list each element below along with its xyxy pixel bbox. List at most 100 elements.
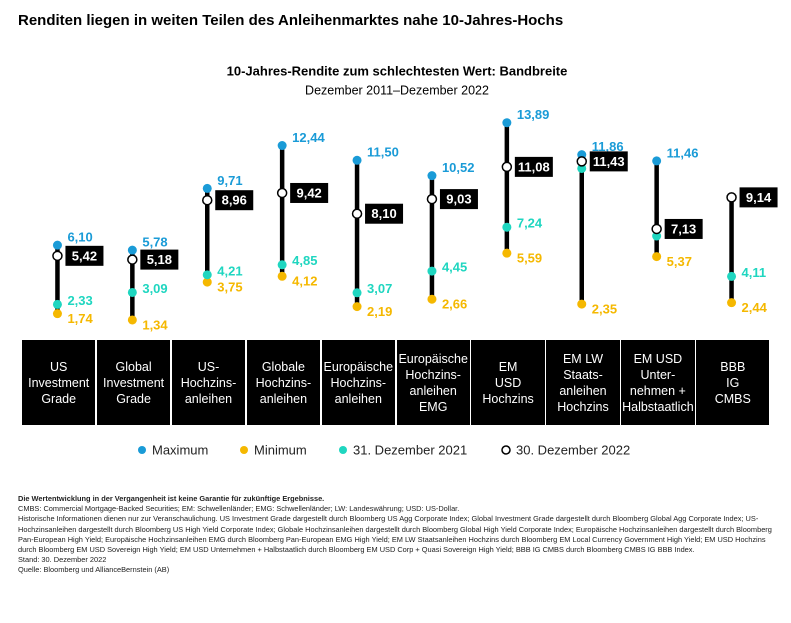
point	[651, 223, 662, 235]
point	[52, 309, 62, 319]
point	[52, 240, 62, 250]
value-label: 4,85	[292, 253, 317, 268]
label-box	[589, 151, 628, 172]
category-label: Europäische Hochzins- anleihen	[321, 340, 395, 425]
value-label: 1,74	[67, 311, 93, 326]
point	[127, 254, 138, 265]
value-label: 9,71	[217, 173, 242, 188]
point	[427, 266, 437, 276]
label-box	[514, 156, 553, 177]
value-label: 5,42	[72, 248, 97, 263]
label-box	[739, 187, 778, 208]
value-label: 13,89	[517, 107, 550, 122]
value-label: 8,96	[222, 193, 247, 208]
category-label: US- Hochzins- anleihen	[171, 340, 246, 425]
point	[202, 277, 212, 287]
category-label: Europäische Hochzins- anleihen EMG	[396, 340, 470, 425]
label-box	[215, 190, 254, 211]
point	[351, 208, 363, 219]
label-box	[664, 218, 703, 239]
value-label: 9,14	[746, 190, 772, 205]
point	[652, 156, 662, 166]
point	[576, 156, 587, 167]
point	[127, 287, 137, 297]
category-label: EM USD Hochzins	[471, 340, 545, 425]
value-label: 3,07	[367, 281, 392, 296]
value-label: 5,18	[147, 252, 172, 267]
value-label: 2,33	[67, 293, 92, 308]
value-label: 11,86	[592, 139, 624, 154]
value-label: 8,10	[371, 206, 396, 221]
legend-label: 30. Dezember 2022	[516, 442, 630, 457]
point	[202, 194, 213, 206]
legend-label: Minimum	[254, 442, 307, 457]
value-label: 2,44	[742, 300, 768, 315]
footnotes: Die Wertentwicklung in der Vergangenheit…	[18, 494, 778, 576]
category-label: Globale Hochzins- anleihen	[246, 340, 321, 425]
value-label: 11,46	[667, 145, 699, 160]
value-label: 11,43	[593, 154, 625, 169]
value-label: 4,45	[442, 260, 467, 275]
point	[352, 288, 362, 298]
point	[502, 248, 512, 258]
footnote: Quelle: Bloomberg und AllianceBernstein …	[18, 565, 170, 575]
legend-marker	[501, 445, 511, 455]
footnote: Stand: 30. Dezember 2022	[18, 555, 107, 565]
legend-label: 31. Dezember 2021	[353, 442, 467, 457]
value-label: 9,03	[446, 192, 471, 207]
point	[652, 231, 662, 241]
label-box	[439, 189, 478, 210]
chart-title: 10-Jahres-Rendite zum schlechtesten Wert…	[227, 63, 568, 78]
category-label: US Investment Grade	[22, 340, 96, 425]
point	[127, 315, 137, 325]
value-label: 2,66	[442, 297, 467, 312]
category-label: EM LW Staats- anleihen Hochzins	[546, 340, 620, 425]
category-label: Global Investment Grade	[96, 340, 171, 425]
point	[502, 222, 512, 232]
value-label: 10,52	[442, 160, 475, 175]
value-label: 2,19	[367, 304, 392, 319]
legend-marker	[339, 446, 347, 454]
legend-label: Maximum	[152, 442, 208, 457]
point	[652, 252, 662, 262]
footnote: CMBS: Commercial Mortgage-Backed Securit…	[18, 504, 460, 514]
point	[52, 250, 63, 262]
point	[427, 294, 437, 304]
legend-marker	[138, 446, 146, 454]
label-box	[140, 249, 179, 270]
category-label: BBB IG CMBS	[696, 340, 770, 425]
value-label: 5,59	[517, 251, 542, 266]
value-label: 3,75	[217, 280, 242, 295]
value-label: 4,12	[292, 274, 317, 289]
value-label: 5,37	[667, 254, 692, 269]
chart-subtitle: Dezember 2011–Dezember 2022	[305, 83, 489, 97]
point	[277, 271, 287, 281]
label-box	[365, 203, 404, 224]
point	[276, 187, 288, 199]
legend-marker	[240, 446, 248, 454]
point	[202, 183, 212, 193]
point	[52, 299, 62, 309]
label-box	[290, 182, 329, 203]
point	[577, 299, 587, 309]
value-label: 11,50	[367, 145, 399, 160]
value-label: 6,10	[67, 230, 92, 245]
point	[501, 161, 513, 173]
value-label: 2,35	[592, 302, 617, 317]
point	[727, 298, 737, 308]
point	[277, 260, 287, 270]
category-label: EM USD Unter- nehmen + Halbstaatlich	[621, 340, 695, 425]
value-label: 9,42	[296, 185, 321, 200]
value-label: 7,13	[671, 221, 696, 236]
point	[127, 245, 137, 255]
value-label: 1,34	[142, 317, 168, 332]
label-box	[65, 245, 104, 266]
footnote: Historische Informationen dienen nur zur…	[18, 514, 772, 555]
value-label: 4,11	[742, 265, 767, 280]
point	[727, 271, 737, 281]
point	[427, 171, 437, 181]
point	[726, 192, 737, 203]
point	[426, 193, 438, 205]
